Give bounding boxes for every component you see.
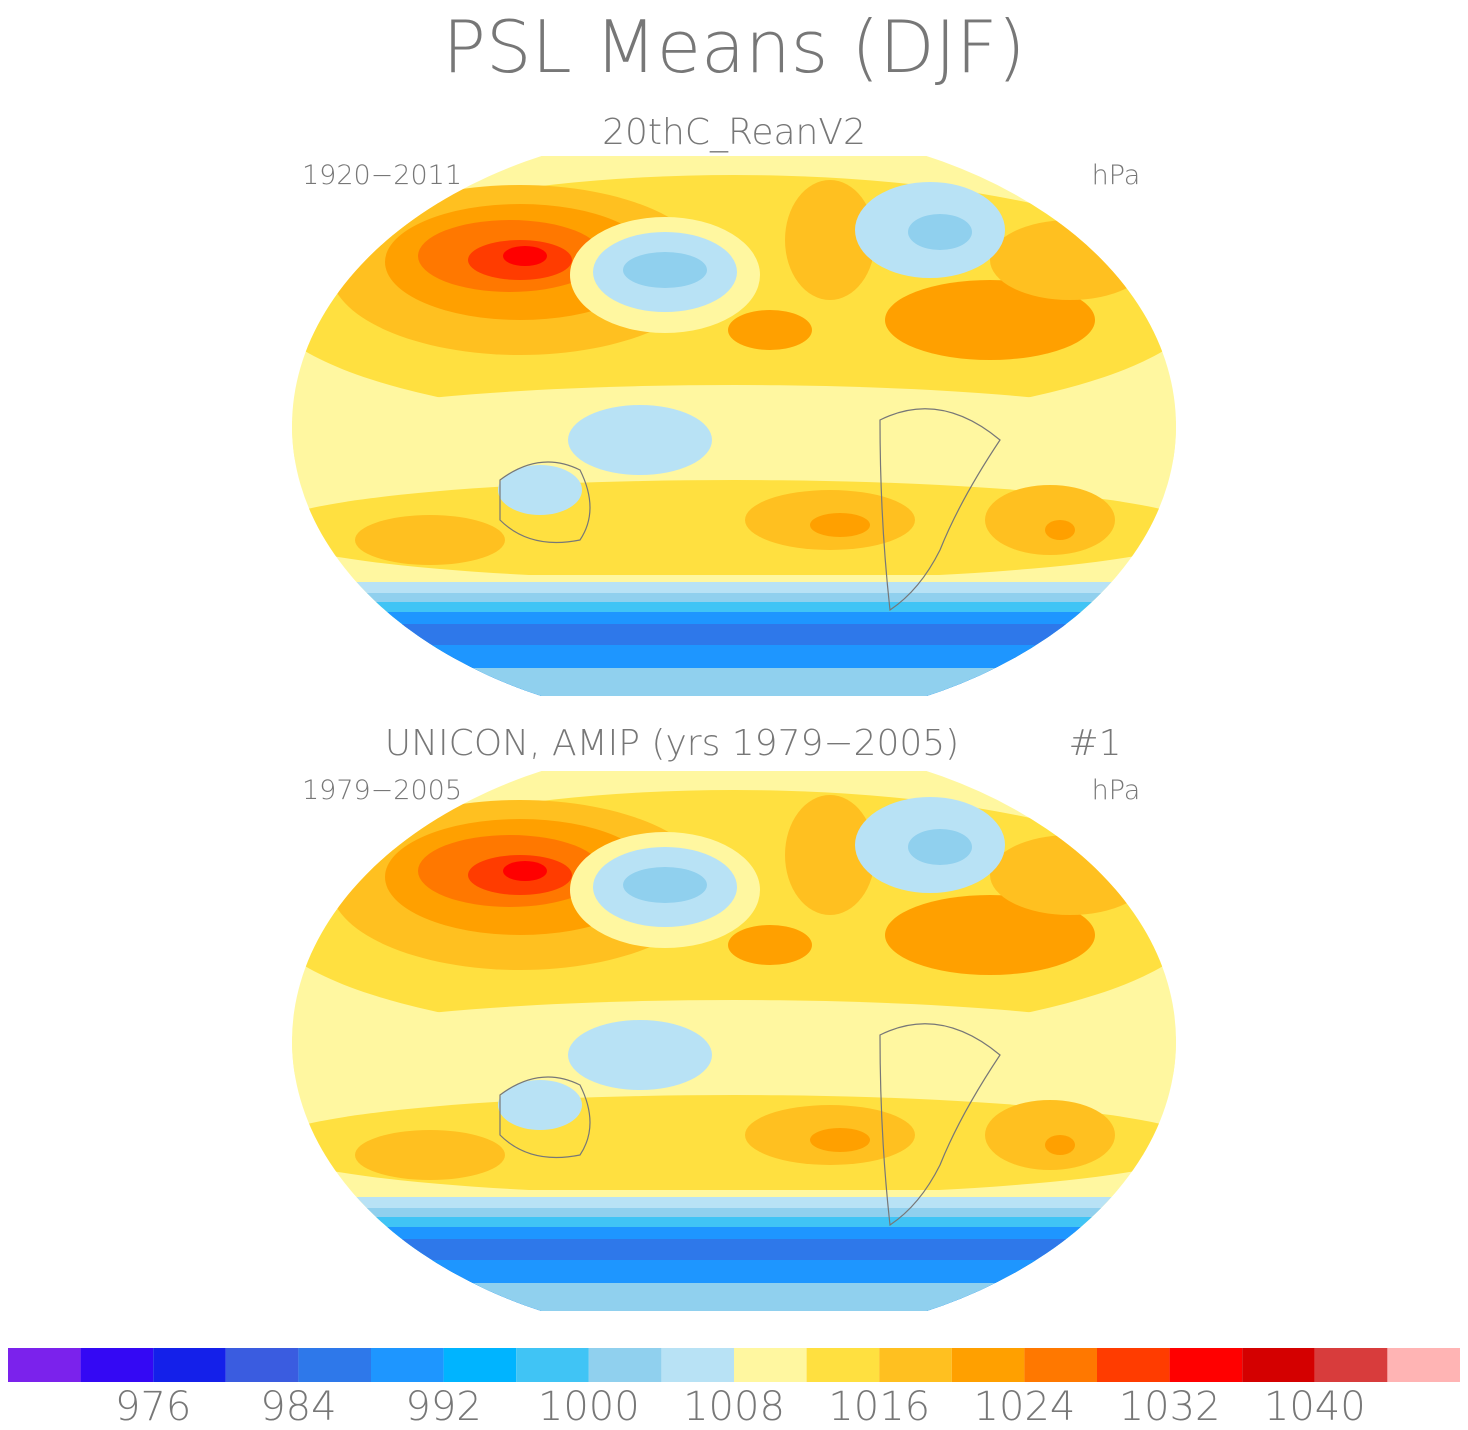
color-box <box>516 1348 589 1382</box>
shading <box>728 310 812 350</box>
color-box <box>8 1348 81 1382</box>
color-box <box>80 1348 154 1382</box>
shading <box>292 385 1176 495</box>
color-box <box>1314 1348 1388 1382</box>
color-box <box>1097 1348 1170 1382</box>
map-panel <box>292 771 1176 1311</box>
map-clip <box>292 771 1176 1311</box>
shading <box>292 1283 1176 1311</box>
shading <box>1045 520 1075 540</box>
panel-title: 20thC_ReanV2 <box>602 112 866 153</box>
colorbar-label: 1016 <box>828 1384 930 1430</box>
color-box <box>806 1348 880 1382</box>
shading <box>292 1000 1176 1110</box>
map-clip <box>292 156 1176 696</box>
shading <box>728 925 812 965</box>
shading <box>810 1128 870 1152</box>
panel-title: UNICON, AMIP (yrs 1979−2005) <box>385 723 959 764</box>
shading <box>908 829 972 865</box>
colorbar-label: 1000 <box>538 1384 640 1430</box>
color-box <box>153 1348 226 1382</box>
figure-title: PSL Means (DJF) <box>443 5 1026 89</box>
shading <box>498 1080 582 1130</box>
map-panel <box>292 156 1176 696</box>
shading <box>885 895 1095 975</box>
color-box <box>734 1348 807 1382</box>
shading <box>985 485 1115 555</box>
colorbar-label: 976 <box>115 1384 191 1430</box>
shading <box>355 515 505 565</box>
shading <box>292 1095 1176 1195</box>
color-box <box>443 1348 517 1382</box>
color-box <box>371 1348 444 1382</box>
shading <box>623 252 707 288</box>
shading <box>503 861 547 881</box>
color-box <box>661 1348 734 1382</box>
color-box <box>298 1348 371 1382</box>
coastline <box>499 408 1001 612</box>
colorbar-label: 1024 <box>974 1384 1076 1430</box>
color-box <box>951 1348 1025 1382</box>
colorbar-label: 1008 <box>683 1384 785 1430</box>
color-box <box>588 1348 662 1382</box>
color-box <box>879 1348 952 1382</box>
panel-units: hPa <box>1092 160 1141 191</box>
panel-units: hPa <box>1092 775 1141 806</box>
colorbar-label: 984 <box>260 1384 336 1430</box>
color-box <box>1387 1348 1460 1382</box>
panel-run: #1 <box>1068 723 1121 764</box>
shading <box>1045 1135 1075 1155</box>
color-box <box>1024 1348 1097 1382</box>
shading <box>292 668 1176 696</box>
shading <box>568 405 712 475</box>
shading <box>785 795 875 915</box>
shading <box>355 1130 505 1180</box>
colorbar-label: 992 <box>405 1384 481 1430</box>
shading <box>623 867 707 903</box>
panel-period: 1979−2005 <box>302 775 462 806</box>
shading <box>568 1020 712 1090</box>
shading <box>885 280 1095 360</box>
color-box <box>1242 1348 1315 1382</box>
color-box <box>1169 1348 1243 1382</box>
colorbar-label: 1040 <box>1264 1384 1366 1430</box>
shading <box>810 513 870 537</box>
shading <box>503 246 547 266</box>
shading <box>908 214 972 250</box>
panel-period: 1920−2011 <box>302 160 462 191</box>
coastline <box>499 1023 1001 1227</box>
shading <box>985 1100 1115 1170</box>
colorbar-label: 1032 <box>1119 1384 1221 1430</box>
shading <box>990 220 1150 300</box>
shading <box>498 465 582 515</box>
shading <box>990 835 1150 915</box>
shading <box>785 180 875 300</box>
shading <box>292 480 1176 580</box>
color-box <box>225 1348 299 1382</box>
